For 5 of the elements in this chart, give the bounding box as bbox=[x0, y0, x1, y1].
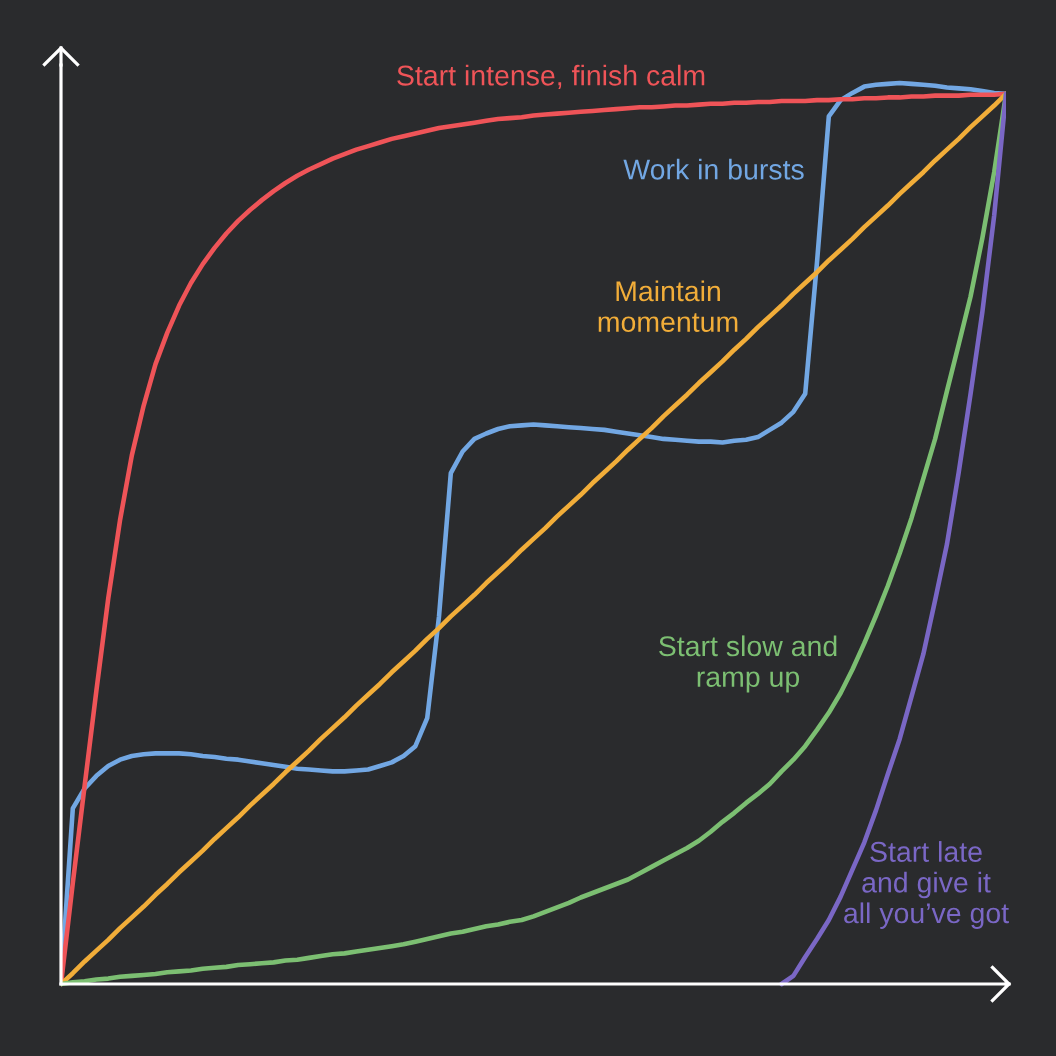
series-label: Work in bursts bbox=[623, 158, 804, 180]
series-label: Start slow and ramp up bbox=[659, 635, 837, 693]
series-label: Maintain momentum bbox=[598, 280, 738, 332]
series-label: Start late and give it all you’ve got bbox=[844, 841, 1009, 929]
series-label: Start intense, finish calm bbox=[397, 64, 705, 90]
